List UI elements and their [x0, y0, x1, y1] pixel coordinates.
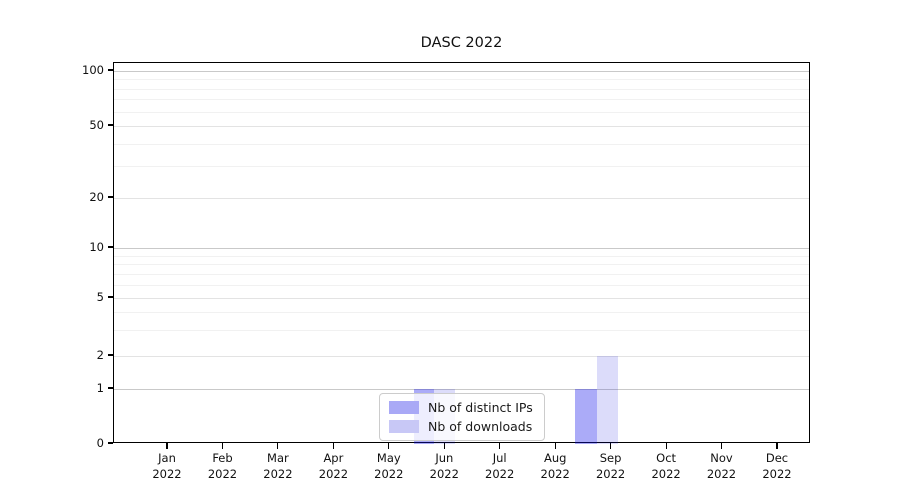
x-tick-label: Jan 2022	[134, 451, 200, 482]
legend: Nb of distinct IPs Nb of downloads	[379, 393, 545, 441]
y-tick-mark	[107, 69, 113, 71]
chart-title: DASC 2022	[420, 35, 503, 51]
x-tick-mark	[665, 443, 667, 449]
x-tick-month: Sep	[599, 451, 622, 465]
plot-area: Nb of distinct IPs Nb of downloads	[113, 62, 810, 444]
x-tick-label: Jun 2022	[411, 451, 477, 482]
gridline-major	[114, 126, 809, 127]
bar-downloads	[596, 356, 618, 444]
gridline-major	[114, 356, 809, 357]
y-tick-label: 1	[96, 381, 104, 395]
legend-swatch-icon	[389, 401, 419, 414]
y-tick-label: 10	[89, 240, 104, 254]
x-tick-year: 2022	[318, 466, 349, 481]
gridline-minor	[114, 143, 809, 145]
x-tick-year: 2022	[595, 466, 626, 481]
x-tick-year: 2022	[651, 466, 681, 481]
x-tick-year: 2022	[540, 466, 570, 481]
y-tick-label: 100	[82, 63, 104, 77]
y-tick-mark	[107, 196, 113, 198]
y-tick-mark	[107, 442, 113, 444]
gridline-minor	[114, 99, 809, 101]
x-tick-year: 2022	[429, 466, 459, 481]
gridline-minor	[114, 264, 809, 266]
x-tick-mark	[610, 443, 612, 449]
x-tick-mark	[499, 443, 501, 449]
x-tick-year: 2022	[263, 466, 293, 481]
bar-distinct-ips	[575, 389, 597, 444]
gridline-minor	[114, 166, 809, 168]
x-tick-month: Mar	[267, 451, 289, 465]
x-tick-month: Dec	[765, 451, 789, 465]
y-tick-label: 2	[96, 348, 104, 362]
y-tick-mark	[107, 354, 113, 356]
legend-label: Nb of downloads	[428, 419, 533, 434]
x-tick-mark	[720, 443, 723, 449]
gridline-minor	[114, 88, 809, 90]
legend-entry: Nb of downloads	[389, 419, 535, 434]
y-tick-mark	[107, 124, 113, 126]
x-tick-label: Dec 2022	[744, 451, 810, 482]
x-tick-year: 2022	[207, 466, 238, 481]
x-tick-mark	[332, 443, 334, 449]
x-tick-month: May	[376, 451, 401, 465]
legend-swatch-icon	[389, 420, 419, 433]
x-tick-month: Aug	[543, 451, 567, 465]
x-tick-month: Apr	[323, 451, 344, 465]
x-tick-label: Mar 2022	[245, 451, 311, 482]
x-tick-year: 2022	[762, 466, 792, 481]
y-tick-mark	[107, 246, 113, 248]
x-tick-label: Oct 2022	[633, 451, 699, 482]
y-tick-mark	[107, 387, 113, 389]
y-tick-mark	[107, 296, 113, 298]
y-tick-label: 20	[89, 190, 104, 204]
gridline-major	[114, 389, 809, 390]
x-tick-mark	[277, 443, 279, 449]
y-tick-label: 50	[89, 118, 104, 132]
gridline-minor	[114, 312, 809, 314]
x-tick-mark	[776, 443, 778, 449]
x-tick-label: Aug 2022	[522, 451, 588, 482]
gridline-minor	[114, 111, 809, 113]
y-tick-label: 5	[96, 290, 104, 304]
x-tick-mark	[388, 443, 390, 449]
x-tick-year: 2022	[706, 466, 737, 481]
gridline-minor	[114, 284, 809, 286]
gridline-major	[114, 298, 809, 299]
legend-entry: Nb of distinct IPs	[389, 400, 535, 415]
gridline-minor	[114, 255, 809, 257]
x-tick-label: Jul 2022	[467, 451, 533, 482]
x-tick-label: Nov 2022	[689, 451, 755, 482]
x-tick-year: 2022	[485, 466, 515, 481]
x-tick-label: Feb 2022	[190, 451, 256, 482]
legend-label: Nb of distinct IPs	[428, 400, 533, 415]
x-tick-year: 2022	[152, 466, 182, 481]
x-tick-mark	[554, 443, 556, 449]
x-tick-month: Oct	[656, 451, 677, 465]
x-tick-month: Jan	[158, 451, 176, 465]
y-tick-label: 0	[96, 436, 104, 450]
gridline-minor	[114, 330, 809, 332]
gridline-major	[114, 248, 809, 249]
gridline-major	[114, 198, 809, 199]
x-tick-mark	[443, 443, 445, 449]
gridline-minor	[114, 79, 809, 81]
x-tick-month: Feb	[212, 451, 233, 465]
gridline-minor	[114, 273, 809, 275]
x-tick-label: Apr 2022	[300, 451, 366, 482]
x-tick-month: Jul	[492, 451, 507, 465]
x-tick-mark	[166, 443, 168, 449]
x-tick-label: Sep 2022	[578, 451, 644, 482]
x-tick-year: 2022	[374, 466, 404, 481]
x-tick-label: May 2022	[356, 451, 422, 482]
x-tick-mark	[221, 443, 224, 449]
gridline-major	[114, 71, 809, 72]
x-tick-month: Nov	[710, 451, 733, 465]
x-tick-month: Jun	[435, 451, 454, 465]
